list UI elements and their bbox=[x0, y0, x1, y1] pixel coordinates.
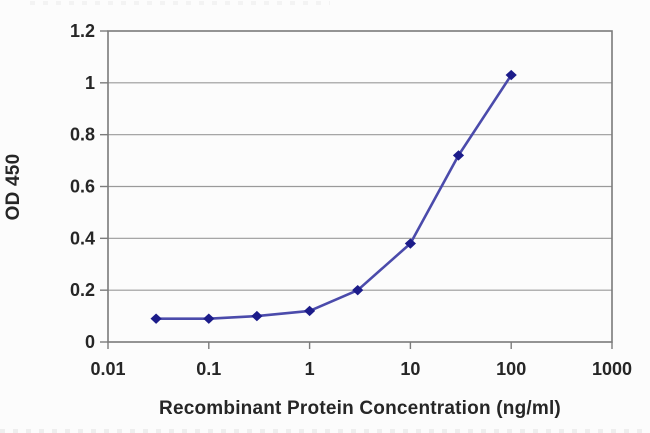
gridlines bbox=[108, 82, 612, 291]
y-tick-label: 0.4 bbox=[70, 228, 95, 248]
data-point-marker bbox=[304, 305, 316, 317]
y-tick-label: 1 bbox=[85, 73, 95, 93]
data-point-marker bbox=[203, 313, 215, 324]
data-point-marker bbox=[452, 150, 465, 161]
y-tick-label: 0 bbox=[85, 332, 95, 352]
jpeg-noise-band bbox=[30, 1, 330, 5]
data-point-marker bbox=[404, 238, 416, 249]
x-tick-label: 10 bbox=[400, 359, 420, 379]
data-point-marker bbox=[251, 310, 263, 322]
series-line bbox=[154, 73, 513, 321]
jpeg-noise-band bbox=[0, 429, 650, 433]
series-markers bbox=[150, 69, 517, 324]
data-point-marker bbox=[150, 313, 162, 324]
y-tick-label: 0.8 bbox=[70, 125, 95, 145]
x-tick-label: 1000 bbox=[592, 359, 632, 379]
x-axis: 0.01 0.1 1 10 100 1000 bbox=[90, 342, 632, 379]
x-tick-label: 1 bbox=[305, 359, 315, 379]
y-axis: 0 0.2 0.4 0.6 0.8 1 1.2 bbox=[70, 21, 108, 352]
x-axis-title: Recombinant Protein Concentration (ng/ml… bbox=[159, 398, 561, 419]
y-tick-label: 0.6 bbox=[70, 177, 95, 197]
data-point-marker bbox=[352, 284, 364, 296]
x-tick-label: 100 bbox=[496, 359, 526, 379]
y-axis-title: OD 450 bbox=[3, 153, 24, 221]
x-tick-label: 0.01 bbox=[90, 359, 125, 379]
y-tick-label: 1.2 bbox=[70, 21, 95, 41]
data-point-marker bbox=[505, 69, 517, 81]
y-tick-label: 0.2 bbox=[70, 280, 95, 300]
x-tick-label: 0.1 bbox=[196, 359, 221, 379]
